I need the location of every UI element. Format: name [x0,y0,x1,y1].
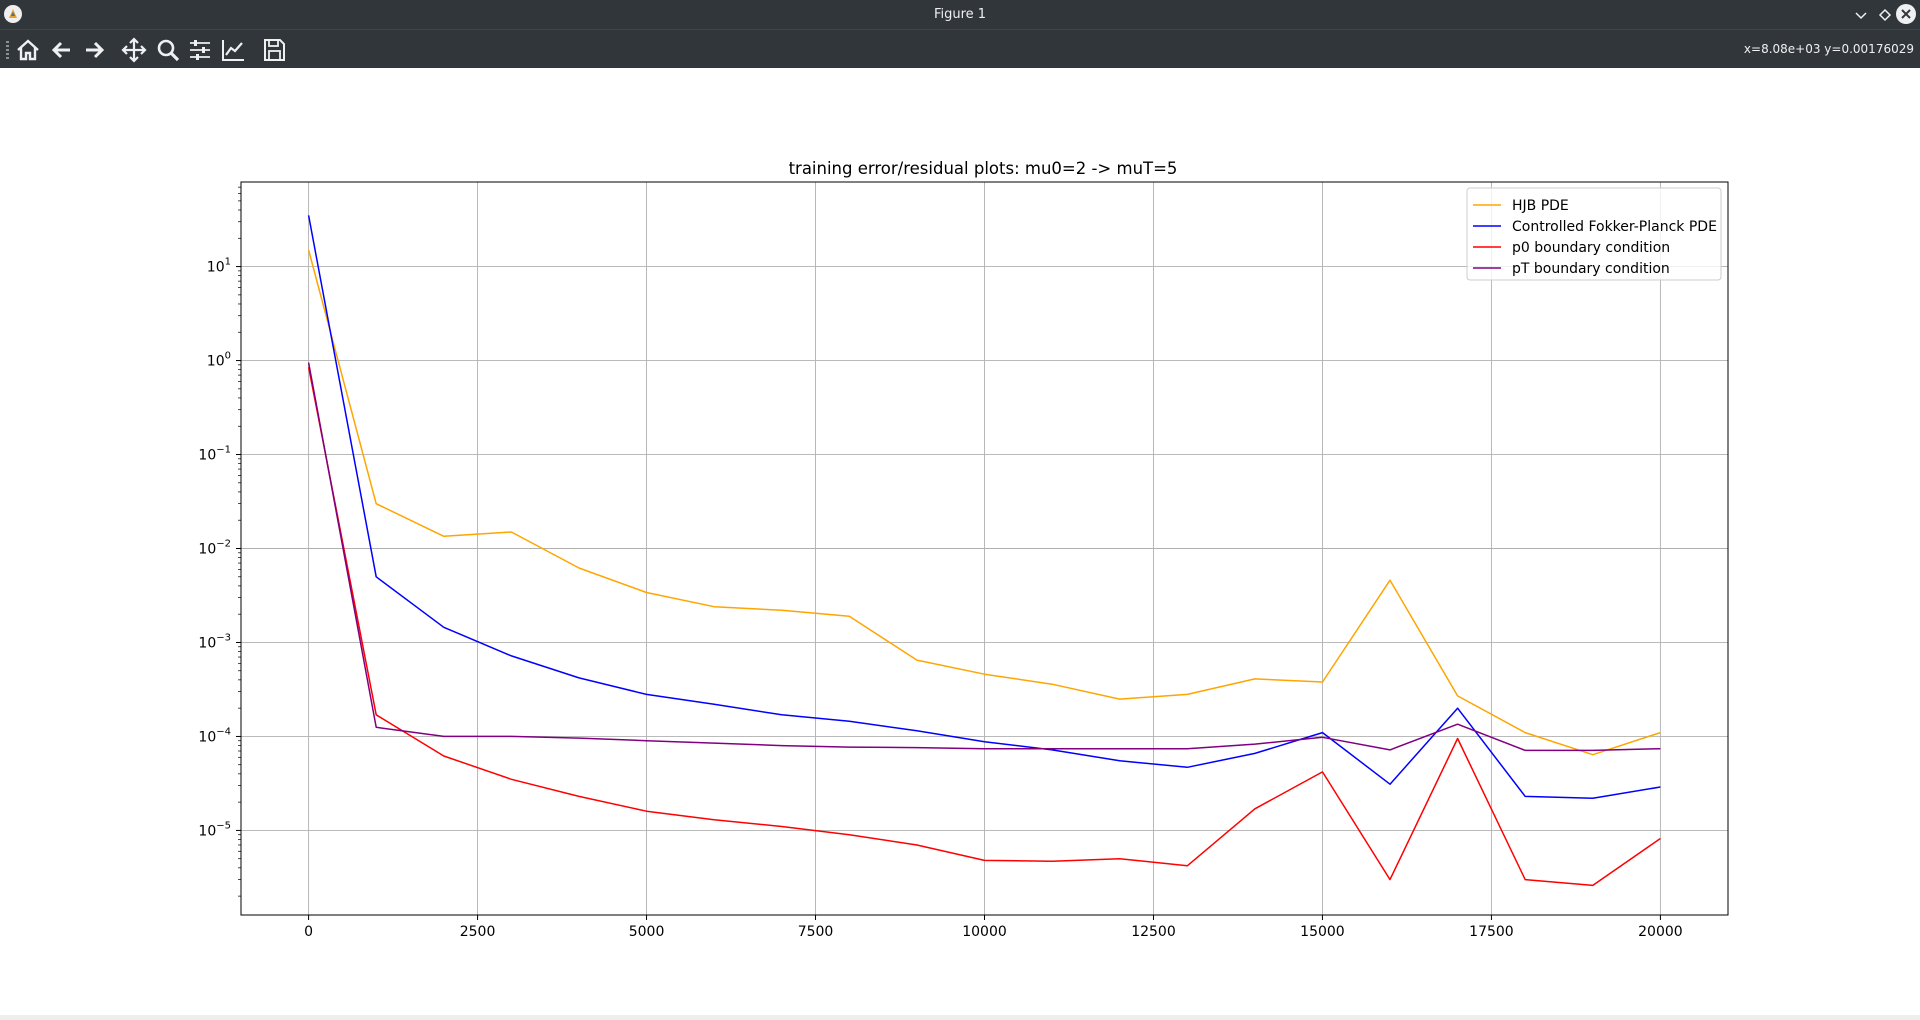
back-icon [51,41,70,59]
y-tick-label: 10−5 [198,820,231,839]
series-layer [307,215,1661,887]
cursor-coordinates: x=8.08e+03 y=0.00176029 [1743,42,1914,56]
edit-axis-button[interactable] [220,37,246,63]
window-title: Figure 1 [933,7,987,22]
zoom-icon [157,39,180,62]
legend-label: p0 boundary condition [1512,240,1670,256]
legend-label: Controlled Fokker-Planck PDE [1512,219,1717,235]
x-tick-label: 12500 [1131,924,1176,940]
y-tick-label: 100 [207,351,231,370]
legend-box [1466,187,1722,281]
back-button[interactable] [49,37,75,63]
grid-lines [241,182,1728,915]
configure-subplots-icon [190,40,210,60]
legend-label: HJB PDE [1512,198,1569,214]
legend: HJB PDE Controlled Fokker-Planck PDE p0 bo… [1466,187,1722,281]
series-line-p0-boundary-condition [307,367,1661,887]
chart-svg[interactable]: training error/residual plots: mu0=2 -> … [0,68,1920,1015]
edit-axis-icon [222,40,244,61]
y-axis-ticks: 10−5 10−4 10−3 10−2 10−1 100 101 [198,186,241,897]
x-tick-label: 15000 [1300,924,1345,940]
legend-label: pT boundary condition [1512,261,1670,277]
configure-subplots-button[interactable] [187,37,213,63]
close-button[interactable] [1896,4,1916,24]
window-bottom-edge [0,1015,1920,1020]
zoom-button[interactable] [155,37,181,63]
pan-button[interactable] [121,37,147,63]
toolbar-grip[interactable] [6,41,9,59]
maximize-button[interactable] [1876,6,1894,24]
y-tick-label: 10−1 [198,445,231,464]
x-tick-label: 20000 [1638,924,1683,940]
home-button[interactable] [15,37,41,63]
home-icon [17,39,39,61]
x-tick-label: 2500 [460,924,496,940]
x-tick-label: 17500 [1469,924,1514,940]
chart-title: training error/residual plots: mu0=2 -> … [789,159,1178,178]
x-tick-label: 7500 [798,924,834,940]
x-tick-label: 0 [304,924,313,940]
app-icon [4,5,22,23]
x-tick-label: 5000 [629,924,665,940]
series-line-hjb-pde [307,249,1661,756]
save-button[interactable] [261,37,287,63]
y-tick-label: 101 [207,257,231,276]
y-tick-label: 10−2 [198,539,231,558]
y-tick-label: 10−4 [198,726,231,745]
pan-icon [121,37,147,63]
save-icon [264,39,285,61]
x-tick-label: 10000 [962,924,1007,940]
navigation-toolbar: x=8.08e+03 y=0.00176029 [0,29,1920,69]
minimize-button[interactable] [1852,6,1870,24]
title-bar: Figure 1 [0,0,1920,29]
forward-button[interactable] [81,37,107,63]
y-tick-label: 10−3 [198,632,231,651]
forward-icon [86,41,105,59]
x-axis-ticks: 0 2500 5000 7500 10000 12500 15000 17500 20000 [304,915,1683,940]
series-line-pt-boundary-condition [307,362,1661,752]
figure-canvas[interactable]: training error/residual plots: mu0=2 -> … [0,68,1920,1015]
